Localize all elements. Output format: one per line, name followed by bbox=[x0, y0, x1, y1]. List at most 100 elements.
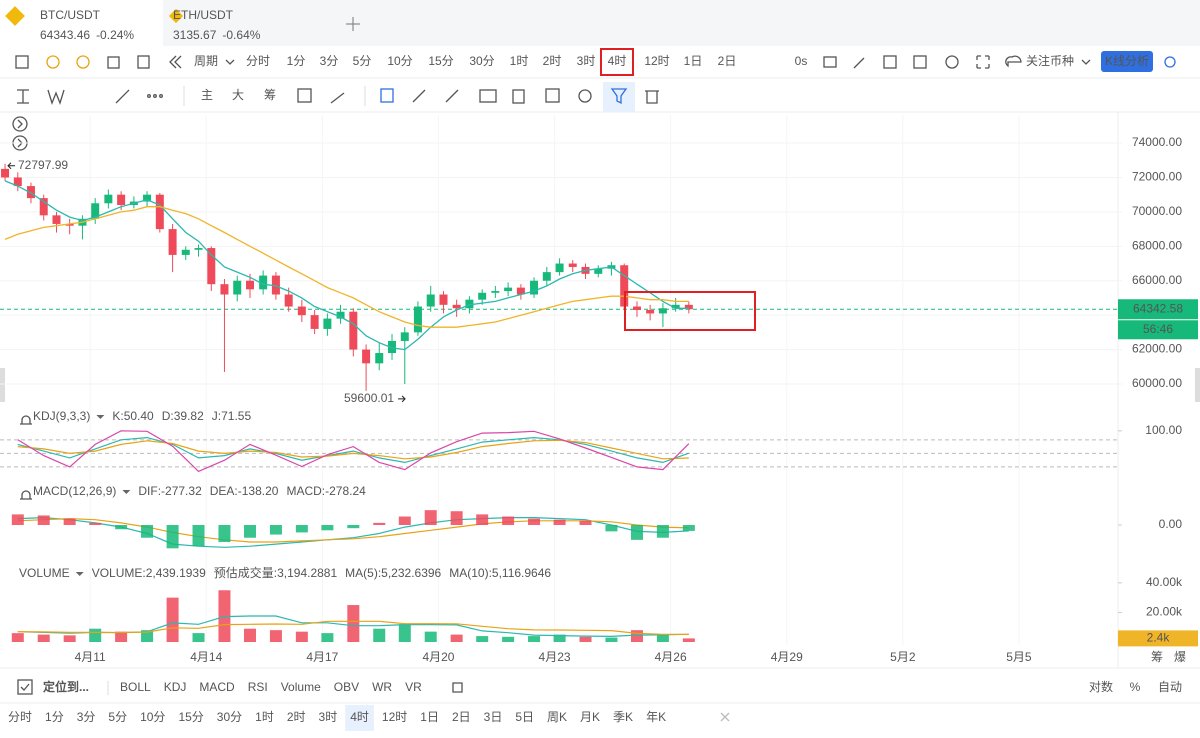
indicator[interactable]: OBV bbox=[334, 680, 359, 694]
interval[interactable]: 12时 bbox=[644, 54, 669, 68]
interval[interactable]: 2日 bbox=[718, 54, 737, 68]
candle-body bbox=[91, 203, 100, 219]
volume-bar bbox=[347, 605, 360, 642]
legend-entry: MACD:-278.24 bbox=[286, 484, 366, 498]
tool[interactable]: 主 bbox=[201, 88, 213, 102]
indicator[interactable]: Volume bbox=[281, 680, 321, 694]
candle-body bbox=[181, 249, 190, 255]
interval[interactable]: 10分 bbox=[387, 54, 412, 68]
tool[interactable]: 筹 bbox=[264, 88, 276, 102]
volume-bar bbox=[398, 624, 411, 642]
analysis-button[interactable] bbox=[1101, 51, 1153, 72]
y-tick-label: 74000.00 bbox=[1132, 135, 1182, 149]
bottom-interval[interactable]: 季K bbox=[613, 710, 633, 724]
bottom-interval[interactable]: 15分 bbox=[178, 710, 203, 724]
x-tick-label: 5月5 bbox=[1006, 650, 1032, 664]
interval[interactable]: 1日 bbox=[684, 54, 703, 68]
kdj-line bbox=[17, 439, 689, 460]
indicator[interactable]: MACD bbox=[199, 680, 235, 694]
bottom-interval[interactable]: 分时 bbox=[8, 710, 32, 724]
bottom-interval[interactable]: 年K bbox=[646, 710, 666, 724]
interval[interactable]: 4时 bbox=[608, 54, 627, 68]
legend-entry: DEA:-138.20 bbox=[210, 484, 279, 498]
bottom-interval[interactable]: 3分 bbox=[77, 710, 96, 724]
bottom-interval[interactable]: 10分 bbox=[140, 710, 165, 724]
candle-body bbox=[491, 291, 500, 293]
bottom-interval[interactable]: 1日 bbox=[420, 710, 439, 724]
bottom-interval[interactable]: 1分 bbox=[45, 710, 64, 724]
interval[interactable]: 3时 bbox=[577, 54, 596, 68]
bottom-interval[interactable]: 5日 bbox=[515, 710, 534, 724]
candle-body bbox=[568, 263, 577, 267]
tool[interactable]: 大 bbox=[232, 88, 244, 102]
interval[interactable]: 分时 bbox=[246, 54, 270, 68]
side-tab[interactable] bbox=[0, 368, 5, 402]
bottom-interval[interactable]: 周K bbox=[547, 710, 567, 724]
scale-mode[interactable]: % bbox=[1130, 680, 1141, 694]
dropdown bbox=[75, 572, 84, 576]
bottom-interval[interactable]: 12时 bbox=[382, 710, 407, 724]
bottom-interval[interactable]: 4时 bbox=[350, 710, 369, 724]
bottom-interval[interactable]: 3日 bbox=[484, 710, 503, 724]
candle-body bbox=[439, 294, 448, 305]
analysis-label[interactable]: K线分析 bbox=[1105, 54, 1149, 68]
volume-bar bbox=[476, 636, 489, 642]
interval[interactable]: 30分 bbox=[469, 54, 494, 68]
candle-body bbox=[310, 315, 319, 329]
indicator[interactable]: BOLL bbox=[120, 680, 151, 694]
candle-body bbox=[478, 292, 487, 300]
macd-bar bbox=[166, 525, 179, 549]
indicator[interactable]: RSI bbox=[248, 680, 268, 694]
candle-body bbox=[104, 194, 113, 204]
volume-bar bbox=[141, 630, 154, 642]
interval[interactable]: 3分 bbox=[320, 54, 339, 68]
interval[interactable]: 5分 bbox=[353, 54, 372, 68]
macd-bar bbox=[243, 525, 256, 538]
candle-body bbox=[220, 284, 229, 295]
volume-bar bbox=[11, 633, 24, 642]
volume-bar bbox=[450, 634, 463, 642]
legend-entry: MA(10):5,116.9646 bbox=[449, 566, 551, 580]
bottom-interval[interactable]: 5分 bbox=[108, 710, 127, 724]
bottom-interval[interactable]: 1时 bbox=[255, 710, 274, 724]
scale-mode[interactable]: 对数 bbox=[1089, 679, 1113, 694]
volume-bar bbox=[321, 633, 334, 642]
candle-body bbox=[323, 318, 332, 329]
candle-body bbox=[504, 287, 513, 292]
bottom-interval[interactable]: 3时 bbox=[319, 710, 338, 724]
active-tab[interactable] bbox=[0, 0, 163, 46]
interval[interactable]: 1分 bbox=[287, 54, 306, 68]
moving-average bbox=[4, 206, 689, 328]
bottom-interval[interactable]: 2时 bbox=[287, 710, 306, 724]
bottom-interval[interactable]: 2日 bbox=[452, 710, 471, 724]
tab-pair[interactable]: BTC/USDT bbox=[40, 8, 101, 22]
corner: 筹 bbox=[1151, 650, 1163, 664]
countdown-tag bbox=[1118, 320, 1198, 340]
interval[interactable]: 2时 bbox=[543, 54, 562, 68]
macd-bar bbox=[579, 520, 592, 525]
indicator[interactable]: WR bbox=[372, 680, 392, 694]
macd-bar bbox=[398, 516, 411, 525]
macd-bar bbox=[63, 518, 76, 525]
volume-bar bbox=[528, 636, 541, 642]
indicator[interactable]: KDJ bbox=[164, 680, 187, 694]
candle-body bbox=[155, 194, 164, 230]
x-tick-label: 5月2 bbox=[890, 650, 916, 664]
candle-body bbox=[684, 304, 693, 310]
tab-pair[interactable]: ETH/USDT bbox=[173, 8, 234, 22]
bottom-interval[interactable]: 30分 bbox=[217, 710, 242, 724]
volume-bar bbox=[553, 634, 566, 642]
indicator[interactable]: VR bbox=[405, 680, 422, 694]
interval[interactable]: 15分 bbox=[428, 54, 453, 68]
watch-button[interactable]: 关注币种 bbox=[1026, 53, 1074, 68]
candle-body bbox=[426, 294, 435, 307]
side-tab[interactable] bbox=[1195, 368, 1200, 402]
scale-mode[interactable]: 自动 bbox=[1158, 680, 1182, 694]
macd-bar bbox=[424, 510, 437, 525]
period-button[interactable]: 周期 bbox=[194, 54, 218, 68]
candle-body bbox=[542, 272, 551, 281]
high-label: 72797.99 bbox=[18, 158, 68, 172]
macd-bar bbox=[192, 525, 205, 547]
interval[interactable]: 1时 bbox=[510, 54, 529, 68]
bottom-interval[interactable]: 月K bbox=[580, 710, 600, 724]
